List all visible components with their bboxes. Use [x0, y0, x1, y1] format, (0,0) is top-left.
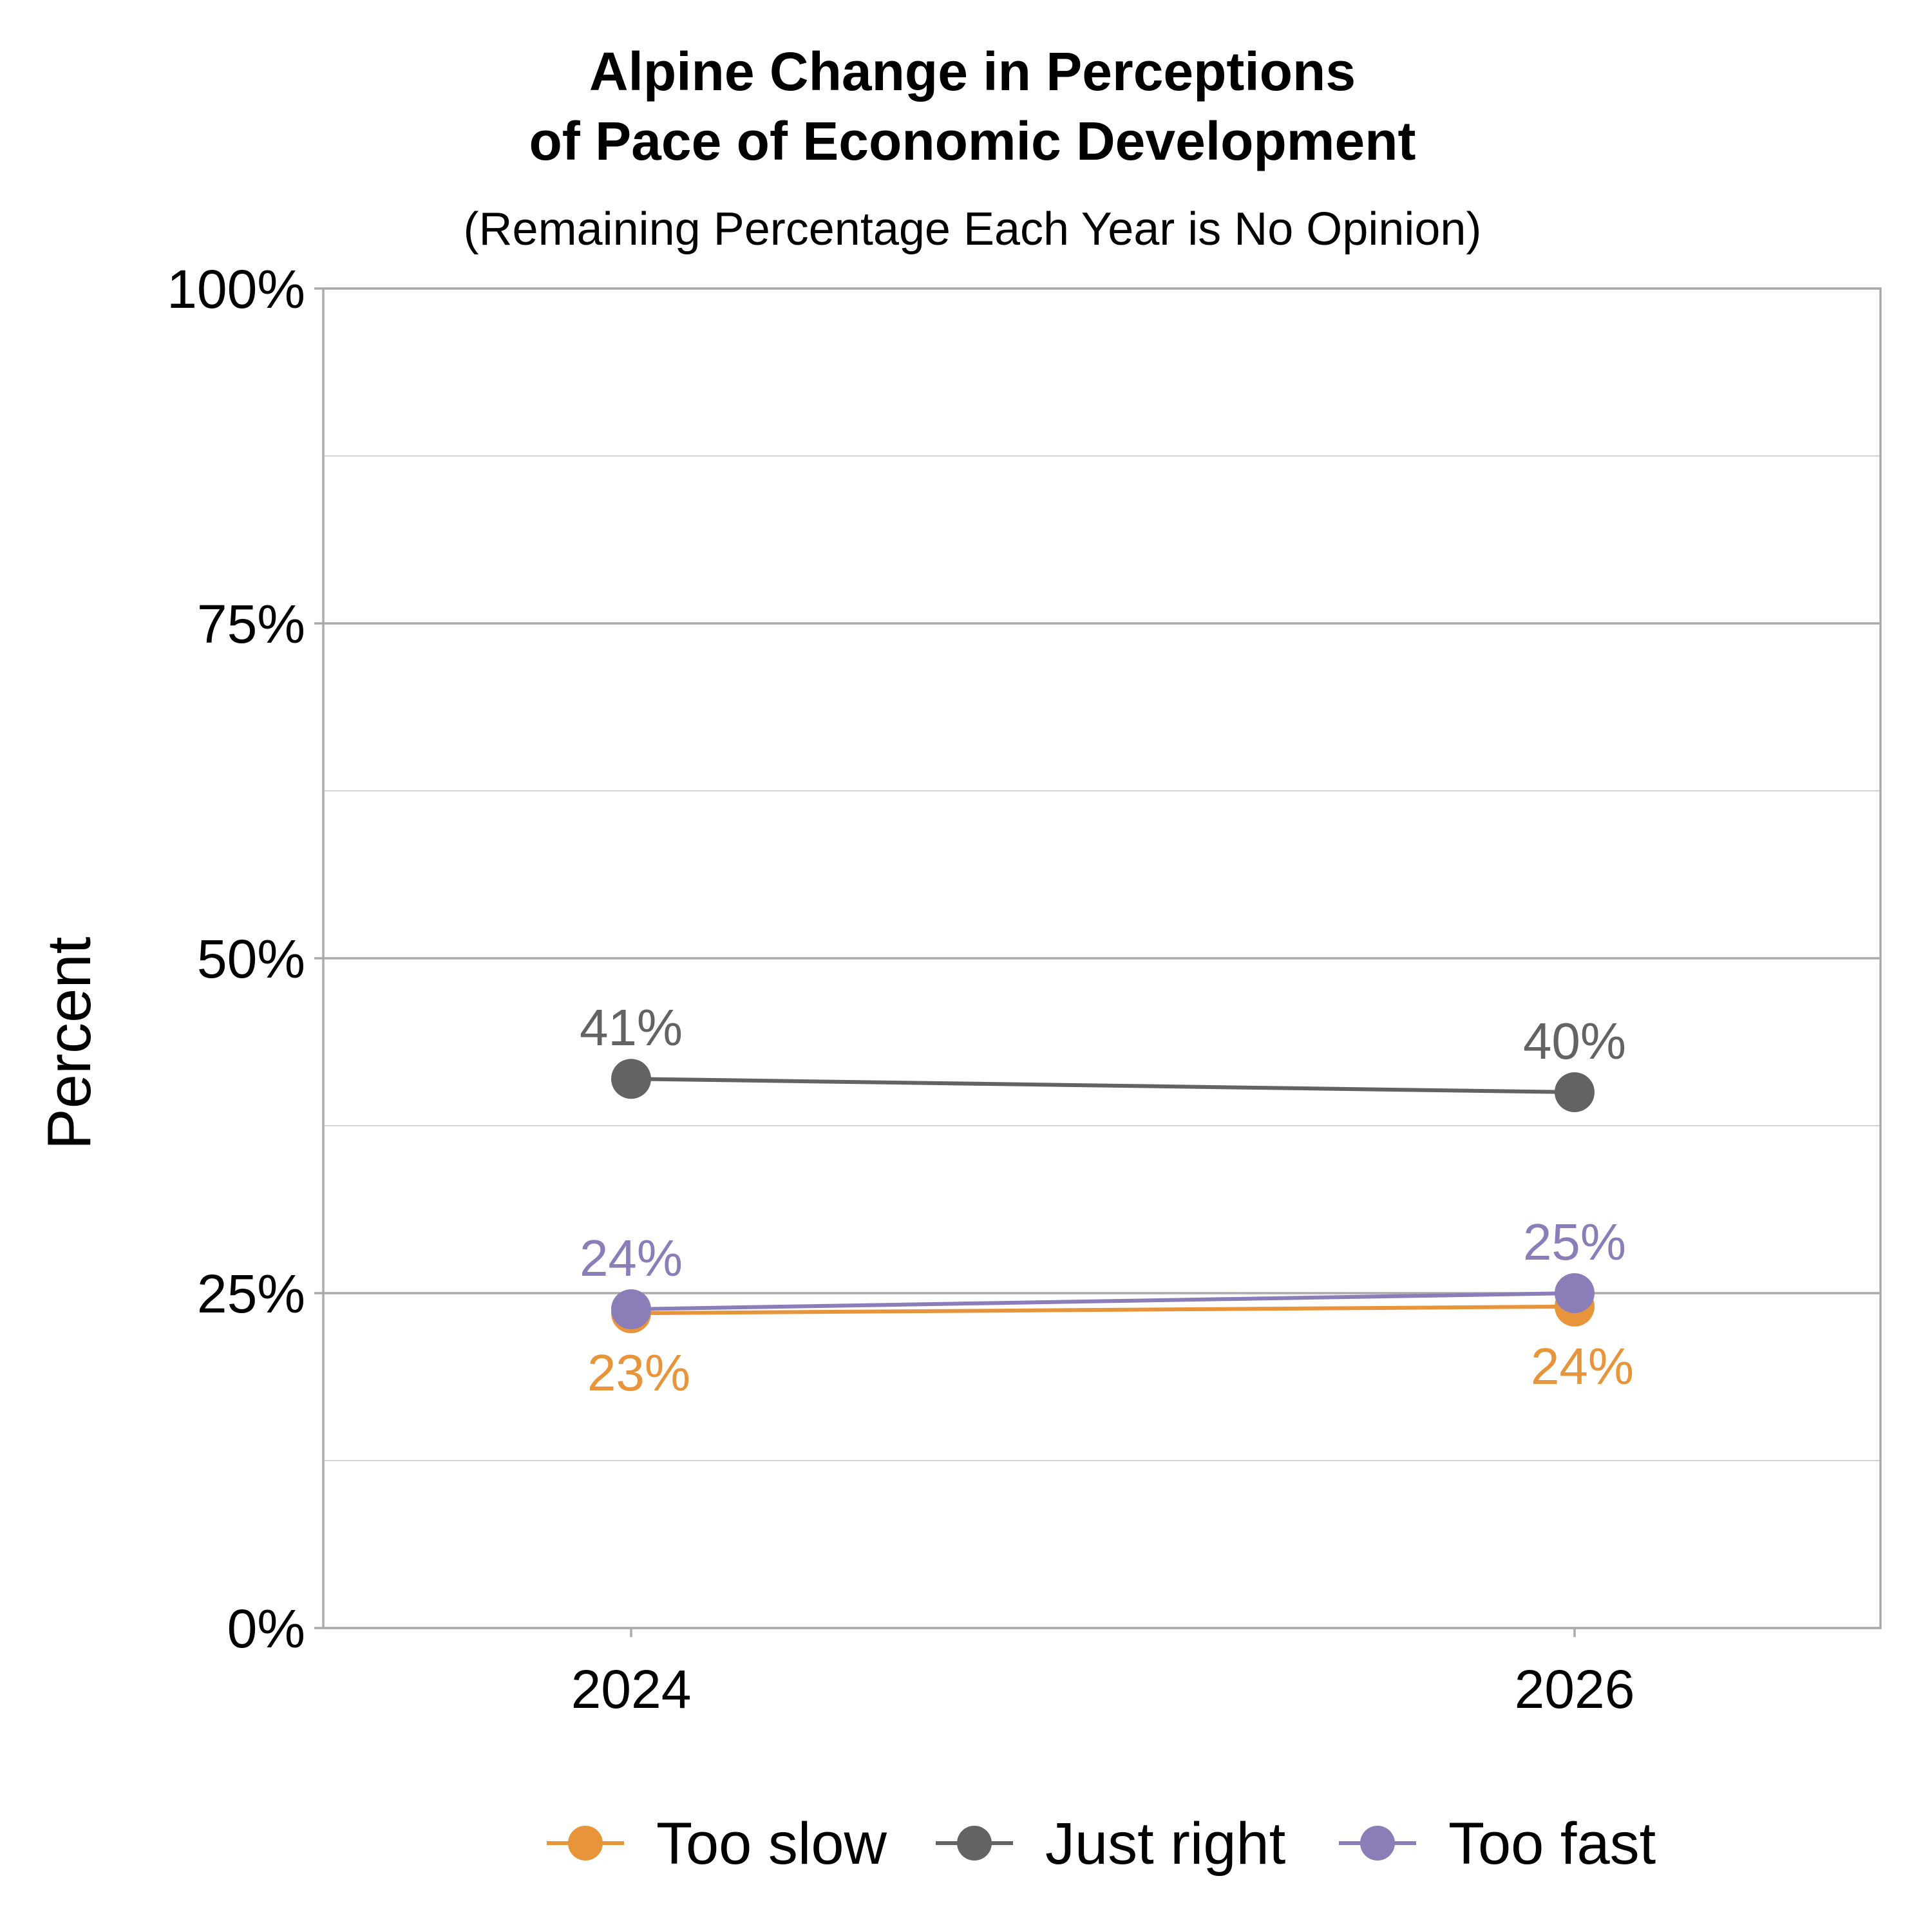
data-point-too-fast	[1555, 1273, 1595, 1313]
data-labels: 23% 24% 41% 40% 24% 25%	[580, 999, 1634, 1401]
legend-item-too-slow: Too slow	[547, 1811, 887, 1877]
y-tick-label: 100%	[167, 259, 305, 319]
y-tick-label: 0%	[227, 1598, 305, 1659]
legend-label: Just right	[1045, 1811, 1285, 1877]
data-point-too-fast	[611, 1289, 651, 1329]
data-point-just-right	[611, 1059, 651, 1099]
series-line-too-fast	[630, 1291, 1575, 1311]
gridlines	[323, 287, 1880, 1629]
data-point-just-right	[1555, 1072, 1595, 1112]
series-line-just-right	[630, 1077, 1575, 1094]
data-label: 41%	[580, 999, 683, 1056]
legend-label: Too fast	[1448, 1811, 1656, 1877]
y-tick-label: 25%	[197, 1264, 305, 1324]
legend-swatch-marker	[957, 1826, 992, 1861]
title-line-2: of Pace of Economic Development	[529, 111, 1416, 171]
data-label: 40%	[1523, 1012, 1626, 1070]
legend-label: Too slow	[656, 1811, 887, 1877]
y-axis-label: Percent	[35, 937, 104, 1150]
x-tick-label: 2024	[571, 1659, 692, 1719]
y-tick-label: 75%	[197, 594, 305, 654]
x-tick-label: 2026	[1515, 1659, 1635, 1719]
legend-swatch-marker	[568, 1826, 603, 1861]
axes: 0% 25% 50% 75% 100% 2024 2026	[167, 259, 1882, 1719]
legend-swatch-marker	[1360, 1826, 1395, 1861]
chart-title: Alpine Change in Perceptions of Pace of …	[529, 41, 1416, 171]
series-line-too-slow	[630, 1304, 1575, 1316]
legend-item-just-right: Just right	[936, 1811, 1285, 1877]
chart-subtitle: (Remaining Percentage Each Year is No Op…	[464, 204, 1482, 255]
legend: Too slow Just right Too fast	[547, 1811, 1656, 1877]
data-label: 25%	[1523, 1213, 1626, 1271]
title-line-1: Alpine Change in Perceptions	[589, 41, 1356, 102]
series	[611, 1059, 1595, 1334]
legend-item-too-fast: Too fast	[1339, 1811, 1656, 1877]
data-label: 24%	[1531, 1338, 1634, 1395]
series-just-right	[611, 1059, 1595, 1112]
data-label: 23%	[587, 1344, 690, 1401]
y-tick-label: 50%	[197, 929, 305, 989]
data-label: 24%	[580, 1229, 683, 1287]
series-too-fast	[611, 1273, 1595, 1329]
